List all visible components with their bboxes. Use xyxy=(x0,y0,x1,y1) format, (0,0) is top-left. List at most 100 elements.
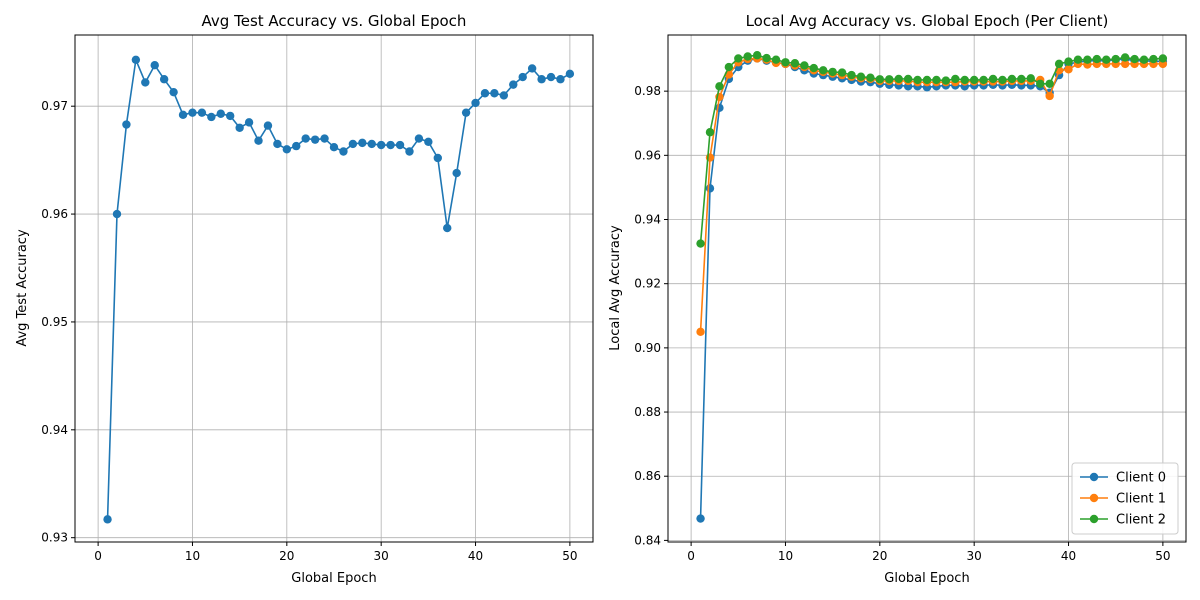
y-tick-label: 0.84 xyxy=(634,533,661,547)
data-point xyxy=(969,75,979,85)
x-tick-label: 20 xyxy=(872,549,887,563)
data-point xyxy=(1017,74,1026,84)
plot-frame xyxy=(667,34,1187,543)
data-point xyxy=(1130,54,1139,64)
data-point xyxy=(197,108,207,117)
x-tick-label: 50 xyxy=(562,549,577,563)
data-point xyxy=(527,64,537,73)
data-point xyxy=(169,87,178,97)
data-point xyxy=(499,91,509,100)
series-layer xyxy=(103,55,575,524)
data-point xyxy=(743,52,752,61)
grid-layer xyxy=(668,35,1186,542)
data-point xyxy=(894,74,903,84)
data-point xyxy=(1045,79,1054,88)
x-tick-label: 40 xyxy=(1061,549,1076,563)
data-point xyxy=(800,61,809,70)
x-tick-label: 10 xyxy=(778,549,793,563)
data-point xyxy=(696,514,705,523)
legend-label: Client 0 xyxy=(1116,471,1166,486)
y-axis-label: Avg Test Accuracy xyxy=(15,229,30,347)
data-point xyxy=(339,147,348,156)
data-point xyxy=(471,98,480,108)
legend-label: Client 2 xyxy=(1116,513,1166,528)
data-point xyxy=(1120,59,1130,69)
data-point xyxy=(1083,55,1092,64)
data-point xyxy=(781,58,790,67)
grid-layer xyxy=(75,35,593,542)
data-point xyxy=(141,78,150,87)
legend-marker xyxy=(1089,472,1099,482)
data-point xyxy=(226,111,235,121)
data-point xyxy=(885,75,894,84)
data-point xyxy=(762,53,771,63)
x-axis-label: Global Epoch xyxy=(291,571,376,586)
data-point xyxy=(433,153,442,163)
data-point xyxy=(358,138,367,148)
data-point xyxy=(405,147,414,156)
data-point xyxy=(556,75,565,84)
y-tick-label: 0.94 xyxy=(41,423,68,437)
x-tick-label: 40 xyxy=(468,549,483,563)
data-point xyxy=(1036,79,1045,88)
data-point xyxy=(178,110,188,120)
data-point xyxy=(715,82,724,91)
ticks-layer: 0 10 20 30 40 50 0.93 0.94 0.95 0.96 0.97 xyxy=(41,99,577,563)
data-point xyxy=(565,69,575,79)
data-point xyxy=(790,59,800,68)
y-tick-label: 0.90 xyxy=(634,341,661,355)
data-point xyxy=(1045,91,1054,101)
data-point xyxy=(367,139,376,149)
x-tick-label: 0 xyxy=(687,549,695,563)
data-point xyxy=(705,184,715,193)
y-tick-label: 0.95 xyxy=(41,315,68,329)
data-point xyxy=(301,134,310,143)
avg-test-accuracy-chart: 0 10 20 30 40 50 0.93 0.94 0.95 0.96 0.97 Avg Test… xyxy=(15,12,594,586)
data-point xyxy=(847,70,856,80)
data-point xyxy=(537,75,546,84)
legend-marker xyxy=(1089,514,1099,524)
data-point xyxy=(376,140,386,150)
data-point xyxy=(724,62,734,72)
data-point xyxy=(282,145,292,154)
data-point xyxy=(1102,55,1111,64)
y-tick-label: 0.86 xyxy=(634,469,661,483)
data-point xyxy=(159,75,169,84)
legend-box xyxy=(1071,462,1179,535)
x-tick-label: 10 xyxy=(185,549,200,563)
data-point xyxy=(395,140,405,150)
data-point xyxy=(122,120,131,129)
data-point xyxy=(207,112,216,122)
data-point xyxy=(103,515,112,524)
data-point xyxy=(734,54,743,63)
data-point xyxy=(998,75,1007,85)
x-axis-label: Global Epoch xyxy=(884,571,969,586)
data-point xyxy=(348,139,358,149)
data-point xyxy=(244,118,254,127)
data-point xyxy=(951,74,960,84)
series-avg-test-accuracy xyxy=(103,55,575,524)
data-point xyxy=(1120,53,1130,62)
data-point xyxy=(131,55,141,65)
data-point xyxy=(1111,54,1120,64)
data-point xyxy=(310,135,320,144)
data-point xyxy=(235,123,244,132)
data-point xyxy=(988,74,998,84)
data-point xyxy=(828,67,837,77)
data-point xyxy=(837,68,847,77)
data-point xyxy=(819,66,828,75)
x-tick-label: 20 xyxy=(279,549,294,563)
data-point xyxy=(112,209,122,219)
x-tick-label: 0 xyxy=(94,549,102,563)
y-tick-label: 0.94 xyxy=(634,213,661,227)
data-point xyxy=(922,75,932,85)
data-point xyxy=(546,72,556,82)
data-point xyxy=(696,239,705,248)
data-point xyxy=(696,327,705,337)
data-point xyxy=(509,80,518,89)
data-point xyxy=(752,51,762,60)
y-tick-label: 0.97 xyxy=(41,99,68,113)
data-point xyxy=(480,89,490,98)
data-point xyxy=(856,72,866,81)
data-point xyxy=(1073,55,1083,64)
